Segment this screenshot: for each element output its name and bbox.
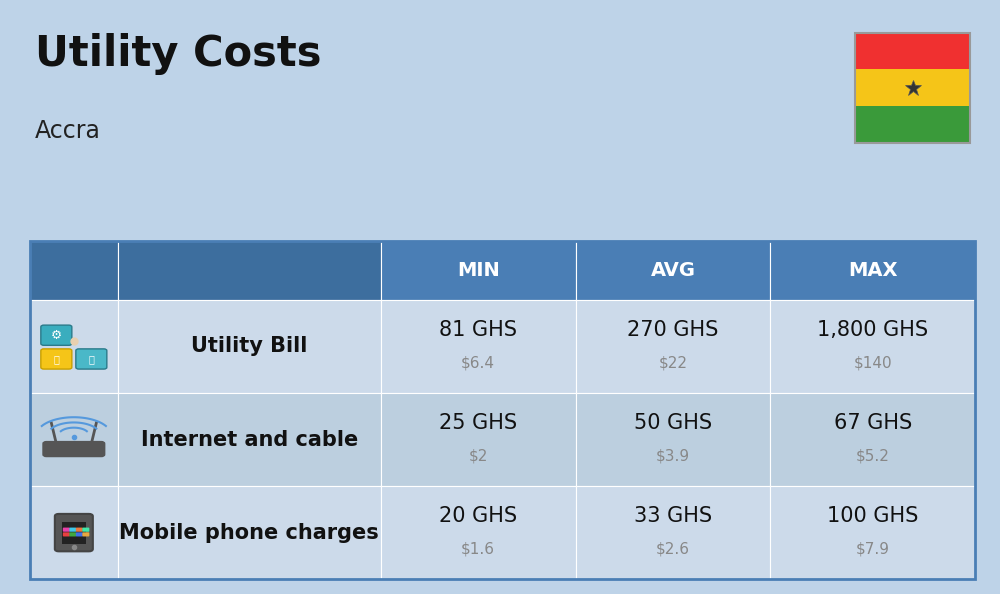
FancyBboxPatch shape: [855, 69, 970, 106]
FancyBboxPatch shape: [63, 527, 70, 532]
Text: Internet and cable: Internet and cable: [141, 429, 358, 450]
Text: 33 GHS: 33 GHS: [634, 506, 712, 526]
Text: 270 GHS: 270 GHS: [627, 320, 719, 340]
Text: 50 GHS: 50 GHS: [634, 413, 712, 433]
FancyBboxPatch shape: [76, 527, 83, 532]
FancyBboxPatch shape: [576, 393, 770, 486]
FancyBboxPatch shape: [381, 393, 576, 486]
FancyBboxPatch shape: [770, 486, 975, 579]
Text: Utility Bill: Utility Bill: [191, 336, 307, 356]
FancyBboxPatch shape: [82, 527, 89, 532]
Text: 💧: 💧: [88, 354, 94, 364]
Text: MAX: MAX: [848, 261, 897, 280]
Text: $2.6: $2.6: [656, 542, 690, 557]
FancyBboxPatch shape: [381, 241, 576, 300]
FancyBboxPatch shape: [69, 532, 76, 536]
Text: $5.2: $5.2: [856, 449, 890, 464]
FancyBboxPatch shape: [118, 241, 381, 300]
FancyBboxPatch shape: [381, 486, 576, 579]
FancyBboxPatch shape: [30, 300, 118, 393]
FancyBboxPatch shape: [576, 300, 770, 393]
Text: $2: $2: [468, 449, 488, 464]
FancyBboxPatch shape: [770, 300, 975, 393]
FancyBboxPatch shape: [118, 486, 381, 579]
FancyBboxPatch shape: [76, 349, 107, 369]
FancyBboxPatch shape: [381, 300, 576, 393]
FancyBboxPatch shape: [62, 522, 86, 544]
Text: 1,800 GHS: 1,800 GHS: [817, 320, 928, 340]
FancyBboxPatch shape: [30, 486, 118, 579]
Text: 20 GHS: 20 GHS: [439, 506, 517, 526]
FancyBboxPatch shape: [30, 393, 118, 486]
Text: 25 GHS: 25 GHS: [439, 413, 517, 433]
Text: ⚙: ⚙: [51, 328, 62, 342]
Text: $1.6: $1.6: [461, 542, 495, 557]
Text: $22: $22: [658, 356, 687, 371]
Text: 🔌: 🔌: [53, 354, 59, 364]
FancyBboxPatch shape: [855, 33, 970, 69]
Text: AVG: AVG: [650, 261, 695, 280]
Text: Utility Costs: Utility Costs: [35, 33, 322, 75]
FancyBboxPatch shape: [69, 527, 76, 532]
FancyBboxPatch shape: [118, 393, 381, 486]
Text: 67 GHS: 67 GHS: [834, 413, 912, 433]
FancyBboxPatch shape: [118, 300, 381, 393]
FancyBboxPatch shape: [576, 241, 770, 300]
FancyBboxPatch shape: [41, 325, 72, 345]
FancyBboxPatch shape: [63, 532, 70, 536]
Text: MIN: MIN: [457, 261, 500, 280]
Text: Mobile phone charges: Mobile phone charges: [119, 523, 379, 543]
Text: 81 GHS: 81 GHS: [439, 320, 517, 340]
Text: Accra: Accra: [35, 119, 101, 143]
FancyBboxPatch shape: [43, 442, 104, 456]
Text: $3.9: $3.9: [656, 449, 690, 464]
Text: $6.4: $6.4: [461, 356, 495, 371]
Text: $7.9: $7.9: [856, 542, 890, 557]
FancyBboxPatch shape: [76, 532, 83, 536]
FancyBboxPatch shape: [855, 106, 970, 143]
Text: $140: $140: [853, 356, 892, 371]
FancyBboxPatch shape: [82, 532, 89, 536]
FancyBboxPatch shape: [30, 241, 118, 300]
FancyBboxPatch shape: [41, 349, 72, 369]
FancyBboxPatch shape: [576, 486, 770, 579]
FancyBboxPatch shape: [770, 393, 975, 486]
FancyBboxPatch shape: [770, 241, 975, 300]
Text: 100 GHS: 100 GHS: [827, 506, 918, 526]
FancyBboxPatch shape: [55, 514, 93, 551]
